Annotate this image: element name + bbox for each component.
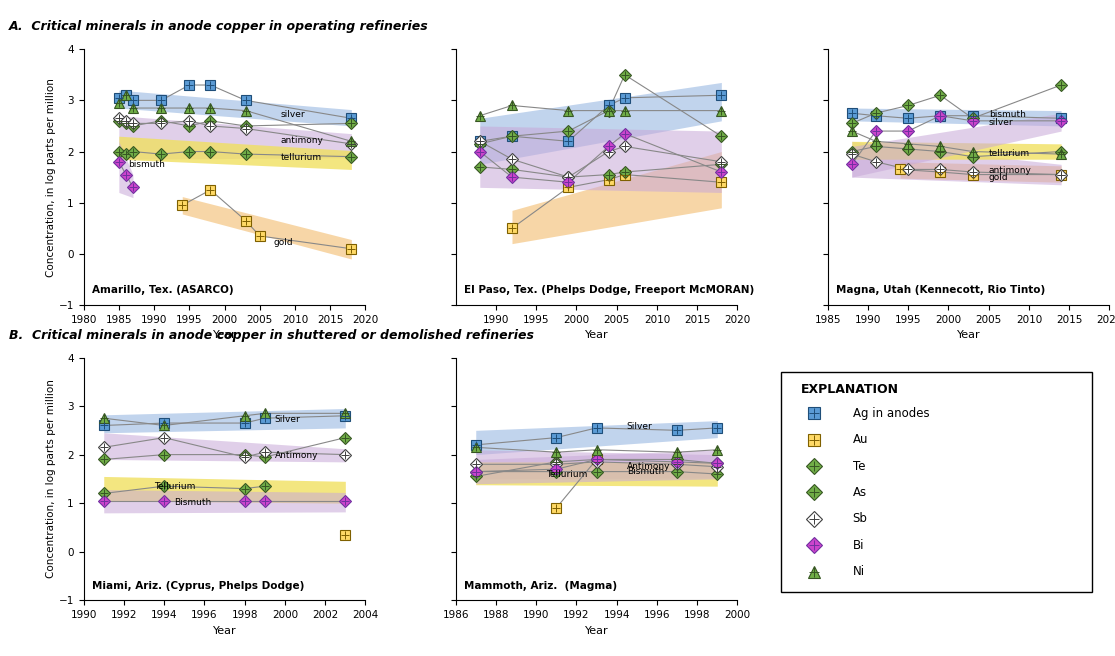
Text: Antimony: Antimony	[627, 462, 670, 471]
Text: EXPLANATION: EXPLANATION	[801, 383, 899, 396]
Text: B.  Critical minerals in anode copper in shuttered or demolished refineries: B. Critical minerals in anode copper in …	[9, 329, 534, 342]
Text: Ag in anodes: Ag in anodes	[853, 407, 929, 420]
Text: Antimony: Antimony	[275, 451, 319, 460]
Text: Magna, Utah (Kennecott, Rio Tinto): Magna, Utah (Kennecott, Rio Tinto)	[836, 285, 1046, 295]
X-axis label: Year: Year	[584, 626, 609, 636]
X-axis label: Year: Year	[584, 331, 609, 340]
Text: Bismuth: Bismuth	[627, 467, 663, 476]
Text: Silver: Silver	[627, 422, 652, 431]
X-axis label: Year: Year	[213, 626, 236, 636]
Text: Au: Au	[853, 433, 869, 446]
Text: bismuth: bismuth	[989, 110, 1026, 119]
Text: Ni: Ni	[853, 565, 864, 578]
Text: El Paso, Tex. (Phelps Dodge, Freeport McMORAN): El Paso, Tex. (Phelps Dodge, Freeport Mc…	[464, 285, 755, 295]
Text: tellurium: tellurium	[989, 148, 1030, 157]
FancyBboxPatch shape	[782, 372, 1092, 592]
Text: Mammoth, Ariz.  (Magma): Mammoth, Ariz. (Magma)	[464, 581, 618, 590]
Text: Te: Te	[853, 460, 865, 472]
Y-axis label: Concentration, in log parts per million: Concentration, in log parts per million	[46, 77, 56, 277]
Text: Tellurium: Tellurium	[154, 482, 195, 491]
Text: silver: silver	[989, 118, 1014, 127]
Text: silver: silver	[281, 110, 306, 119]
Text: Tellurium: Tellurium	[546, 470, 588, 478]
Text: tellurium: tellurium	[281, 154, 322, 162]
Y-axis label: Concentration, in log parts per million: Concentration, in log parts per million	[46, 379, 56, 579]
Text: antimony: antimony	[989, 167, 1031, 175]
X-axis label: Year: Year	[957, 331, 980, 340]
Text: Bismuth: Bismuth	[174, 498, 212, 506]
Text: Miami, Ariz. (Cyprus, Phelps Dodge): Miami, Ariz. (Cyprus, Phelps Dodge)	[93, 581, 304, 590]
X-axis label: Year: Year	[213, 331, 236, 340]
Text: bismuth: bismuth	[128, 160, 165, 169]
Text: Sb: Sb	[853, 512, 867, 525]
Text: A.  Critical minerals in anode copper in operating refineries: A. Critical minerals in anode copper in …	[9, 20, 428, 33]
Text: Bi: Bi	[853, 539, 864, 552]
Text: antimony: antimony	[281, 136, 323, 145]
Text: Amarillo, Tex. (ASARCO): Amarillo, Tex. (ASARCO)	[93, 285, 234, 295]
Text: As: As	[853, 486, 866, 499]
Text: gold: gold	[989, 173, 1008, 182]
Text: Silver: Silver	[275, 415, 301, 424]
Text: gold: gold	[274, 238, 293, 247]
